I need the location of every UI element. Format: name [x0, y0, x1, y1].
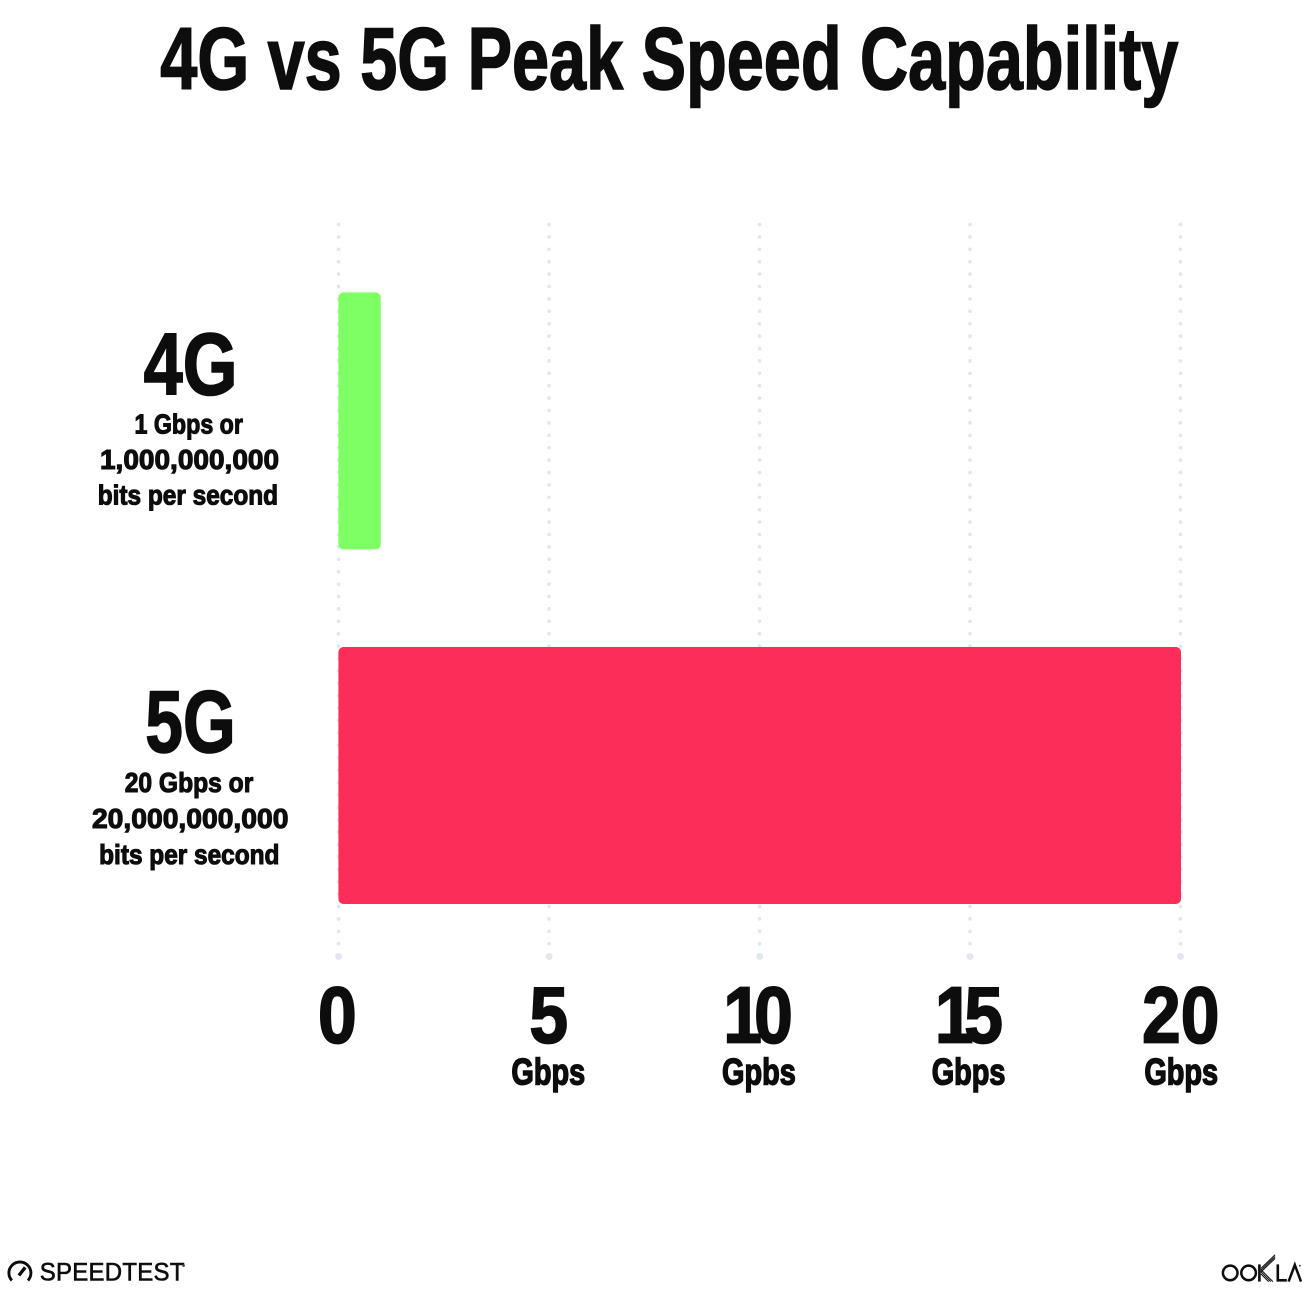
svg-text:20 Gbps or: 20 Gbps or — [125, 767, 254, 799]
svg-text:15: 15 — [935, 970, 1002, 1060]
svg-text:Gbps: Gbps — [1144, 1052, 1218, 1093]
svg-text:4G vs 5G Peak Speed Capability: 4G vs 5G Peak Speed Capability — [160, 9, 1178, 108]
svg-text:Gbps: Gbps — [932, 1052, 1006, 1093]
svg-text:SPEEDTEST: SPEEDTEST — [40, 1259, 185, 1286]
svg-text:4G: 4G — [144, 315, 238, 413]
svg-text:bits per second: bits per second — [99, 838, 279, 870]
svg-text:0: 0 — [318, 970, 357, 1060]
svg-text:1,000,000,000: 1,000,000,000 — [100, 444, 279, 475]
svg-text:bits per second: bits per second — [98, 479, 278, 511]
svg-text:5G: 5G — [145, 673, 235, 772]
svg-text:5: 5 — [529, 970, 568, 1060]
svg-text:10: 10 — [723, 970, 790, 1060]
svg-text:20: 20 — [1142, 970, 1219, 1060]
svg-text:Gbps: Gbps — [511, 1052, 585, 1093]
svg-text:Gpbs: Gpbs — [722, 1052, 796, 1093]
svg-text:20,000,000,000: 20,000,000,000 — [92, 803, 288, 834]
svg-text:1 Gbps or: 1 Gbps or — [134, 409, 242, 439]
